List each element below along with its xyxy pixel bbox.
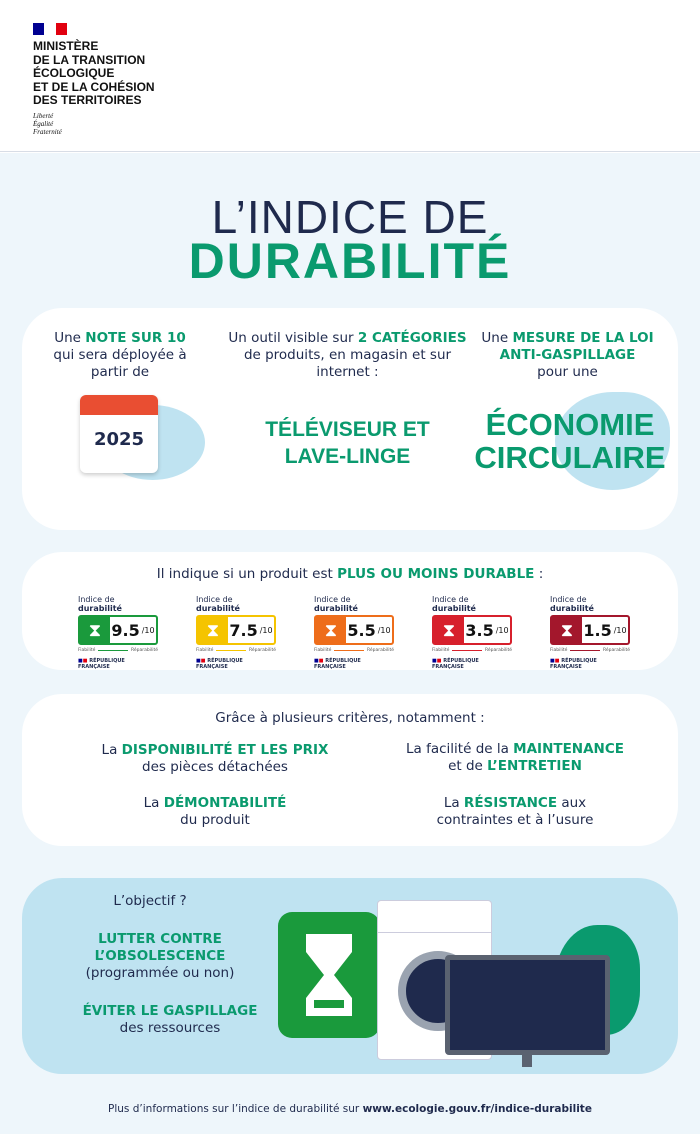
criteria-intro: Grâce à plusieurs critères, notamment : — [215, 710, 485, 726]
motto: Liberté Égalité Fraternité — [33, 112, 62, 136]
category-washer: LAVE-LINGE — [284, 445, 411, 468]
label-score: 9.5/10 — [111, 620, 155, 640]
economie-text: ÉCONOMIE — [485, 407, 655, 442]
categories-highlight: TÉLÉVISEUR ET LAVE-LINGE — [225, 416, 470, 470]
categories-text: Un outil visible sur 2 CATÉGORIES de prod… — [228, 330, 467, 380]
criterion-resistance: La RÉSISTANCE aux contraintes et à l’usur… — [436, 795, 594, 828]
ministry-line: ÉCOLOGIQUE — [33, 66, 115, 80]
marianne-flag-logo — [33, 23, 67, 35]
ministry-name: MINISTÈRE DE LA TRANSITION ÉCOLOGIQUE ET… — [33, 39, 155, 108]
circulaire-text: CIRCULAIRE — [474, 440, 666, 475]
label-score: 1.5/10 — [583, 620, 627, 640]
hourglass-icon — [278, 912, 380, 1038]
label-heading: Indice de durabilité — [550, 595, 594, 613]
ministry-line: MINISTÈRE — [33, 39, 99, 53]
motto-line: Égalité — [33, 120, 54, 128]
durability-label: Indice de durabilité ⧗ 7.5/10 Fiabilité Ré… — [196, 595, 276, 670]
objective-obsolescence: LUTTER CONTRE L’OBSOLESCENCE (programmée o… — [70, 931, 250, 982]
objective-waste: ÉVITER LE GASPILLAGE des ressources — [70, 1003, 270, 1037]
circular-economy: ÉCONOMIE CIRCULAIRE — [470, 408, 670, 474]
label-score: 3.5/10 — [465, 620, 509, 640]
republic-mark: ■■ RÉPUBLIQUE FRANÇAISE — [432, 658, 479, 670]
objective-note: des ressources — [119, 1020, 221, 1036]
label-score: 7.5/10 — [229, 620, 273, 640]
label-heading: Indice de durabilité — [314, 595, 358, 613]
footer: Plus d’informations sur l’indice de dura… — [108, 1103, 592, 1115]
objective-question: L’objectif ? — [113, 893, 187, 909]
criterion-disassembly: La DÉMONTABILITÉ du produit — [143, 795, 287, 828]
hourglass-icon: ⧗ — [80, 617, 110, 643]
objective-note: (programmée ou non) — [85, 965, 235, 981]
hourglass-icon: ⧗ — [198, 617, 228, 643]
header: MINISTÈRE DE LA TRANSITION ÉCOLOGIQUE ET… — [0, 0, 700, 152]
label-box: ⧗ 1.5/10 — [550, 615, 630, 645]
criterion-maintenance: La facilité de la MAINTENANCE et de L’ENT… — [406, 741, 624, 774]
durability-label: Indice de durabilité ⧗ 9.5/10 Fiabilité Ré… — [78, 595, 158, 670]
hourglass-icon: ⧗ — [552, 617, 582, 643]
label-axis: Fiabilité Réparabilité — [550, 648, 630, 653]
label-axis: Fiabilité Réparabilité — [196, 648, 276, 653]
objective-bold: ÉVITER LE GASPILLAGE — [82, 1003, 258, 1019]
label-box: ⧗ 9.5/10 — [78, 615, 158, 645]
label-axis: Fiabilité Réparabilité — [314, 648, 394, 653]
republic-mark: ■■ RÉPUBLIQUE FRANÇAISE — [196, 658, 243, 670]
durability-label: Indice de durabilité ⧗ 1.5/10 Fiabilité Ré… — [550, 595, 630, 670]
title-line2: DURABILITÉ — [188, 233, 512, 289]
republic-mark: ■■ RÉPUBLIQUE FRANÇAISE — [78, 658, 125, 670]
durability-label: Indice de durabilité ⧗ 3.5/10 Fiabilité Ré… — [432, 595, 512, 670]
television-icon — [445, 955, 610, 1055]
label-score: 5.5/10 — [347, 620, 391, 640]
law-text: Une MESURE DE LA LOI ANTI-GASPILLAGE pour… — [481, 330, 654, 380]
card-criteria — [22, 694, 678, 846]
blob-decoration — [555, 392, 670, 490]
label-box: ⧗ 5.5/10 — [314, 615, 394, 645]
ministry-line: DES TERRITOIRES — [33, 93, 142, 107]
criterion-parts: La DISPONIBILITÉ ET LES PRIX des pièces d… — [101, 742, 329, 775]
hourglass-icon: ⧗ — [316, 617, 346, 643]
label-heading: Indice de durabilité — [432, 595, 476, 613]
label-box: ⧗ 7.5/10 — [196, 615, 276, 645]
hourglass-icon: ⧗ — [434, 617, 464, 643]
title-line1: L’INDICE DE — [211, 191, 489, 243]
durability-label: Indice de durabilité ⧗ 5.5/10 Fiabilité Ré… — [314, 595, 394, 670]
republic-mark: ■■ RÉPUBLIQUE FRANÇAISE — [550, 658, 597, 670]
labels-intro: Il indique si un produit est PLUS OU MOI… — [156, 566, 544, 582]
tv-stand — [522, 1055, 532, 1067]
label-axis: Fiabilité Réparabilité — [78, 648, 158, 653]
label-axis: Fiabilité Réparabilité — [432, 648, 512, 653]
motto-line: Liberté — [33, 112, 54, 120]
calendar-year: 2025 — [93, 429, 145, 450]
ministry-line: ET DE LA COHÉSION — [33, 79, 155, 94]
republic-mark: ■■ RÉPUBLIQUE FRANÇAISE — [314, 658, 361, 670]
label-heading: Indice de durabilité — [78, 595, 122, 613]
label-heading: Indice de durabilité — [196, 595, 240, 613]
objective-bold: L’OBSOLESCENCE — [94, 948, 226, 964]
calendar-icon: 2025 — [80, 395, 158, 473]
label-box: ⧗ 3.5/10 — [432, 615, 512, 645]
note-text: Une NOTE SUR 10 qui sera déployée à parti… — [53, 330, 187, 380]
objective-bold: LUTTER CONTRE — [98, 931, 222, 947]
category-tv: TÉLÉVISEUR ET — [265, 418, 430, 441]
motto-line: Fraternité — [33, 128, 62, 136]
ministry-line: DE LA TRANSITION — [33, 52, 146, 67]
footer-link[interactable]: www.ecologie.gouv.fr/indice-durabilite — [362, 1103, 592, 1115]
